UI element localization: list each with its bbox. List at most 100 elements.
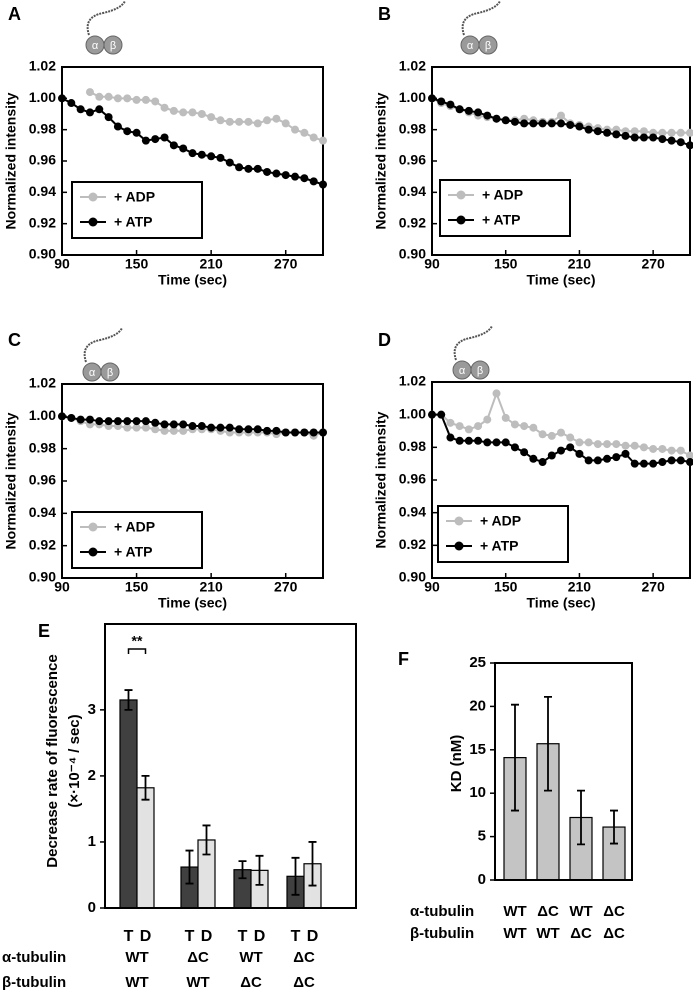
data-point (630, 441, 639, 450)
significance-label: ** (132, 633, 143, 649)
data-point (85, 88, 94, 97)
data-point (309, 133, 318, 142)
data-point (151, 135, 160, 144)
legend-marker (88, 547, 98, 557)
data-point (123, 417, 132, 426)
x-tick-label: 150 (125, 579, 149, 595)
data-point (676, 138, 685, 147)
data-point (160, 103, 169, 112)
data-point (686, 458, 693, 467)
category-label: ΔC (603, 925, 625, 942)
data-point (160, 420, 169, 429)
icon-label: β (107, 367, 113, 379)
data-point (658, 128, 667, 137)
x-tick-label: 150 (494, 579, 518, 595)
data-point (291, 428, 300, 437)
data-point (584, 456, 593, 465)
data-point (639, 443, 648, 452)
data-point (95, 92, 104, 101)
y-tick-label: 0.98 (399, 120, 426, 136)
y-tick-label: 0.96 (399, 152, 426, 168)
data-point (630, 133, 639, 142)
data-point (621, 449, 630, 458)
data-point (225, 423, 234, 432)
legend-marker (88, 522, 98, 532)
data-point (510, 420, 519, 429)
data-point (529, 119, 538, 128)
data-point (85, 108, 94, 117)
panel-letter: D (378, 330, 391, 350)
data-point (169, 426, 178, 435)
data-point (686, 141, 693, 150)
data-point (281, 171, 290, 180)
error-bar (185, 849, 194, 885)
data-point (483, 438, 492, 447)
y-tick-label: 0.90 (29, 246, 56, 262)
y-tick-label: 5 (478, 828, 486, 845)
data-point (272, 114, 281, 123)
data-point (244, 425, 253, 434)
data-point (538, 458, 547, 467)
legend-label: + ADP (114, 189, 155, 205)
category-label: ΔC (187, 949, 209, 966)
data-point (132, 417, 141, 426)
x-tick-label: 270 (641, 579, 665, 595)
y-axis-label: Normalized intensity (373, 411, 389, 548)
data-point (603, 128, 612, 137)
data-point (667, 446, 676, 455)
x-tick-label: 210 (568, 579, 592, 595)
category-label: ΔC (603, 903, 625, 920)
data-point (197, 150, 206, 159)
legend-marker (456, 190, 466, 200)
data-point (566, 443, 575, 452)
data-point (621, 441, 630, 450)
legend-marker (88, 217, 98, 227)
data-point (76, 105, 85, 114)
data-point (612, 130, 621, 139)
data-point (446, 100, 455, 109)
data-point (300, 128, 309, 137)
data-point (492, 114, 501, 123)
data-point (141, 95, 150, 104)
data-point (104, 417, 113, 426)
icon-label: β (477, 365, 483, 377)
data-point (474, 422, 483, 431)
legend-marker (454, 516, 464, 526)
data-point (584, 125, 593, 134)
y-axis-label: Normalized intensity (373, 92, 389, 229)
y-tick-label: 1.00 (399, 405, 426, 421)
error-bar (308, 841, 317, 887)
category-label: WT (239, 949, 262, 966)
series-label: T (238, 928, 248, 945)
data-point (319, 180, 327, 189)
y-tick-label: 0.94 (399, 183, 426, 199)
data-point (603, 440, 612, 449)
legend-marker (454, 541, 464, 551)
data-point (58, 94, 66, 103)
data-point (658, 458, 667, 467)
data-point (455, 422, 464, 431)
data-point (557, 119, 565, 128)
data-point (575, 438, 584, 447)
data-point (649, 444, 658, 453)
y-tick-label: 0.98 (399, 438, 426, 454)
category-label: WT (536, 925, 559, 942)
plot-frame (104, 623, 357, 909)
y-axis-label: KD (nM) (448, 735, 465, 792)
panel-letter: A (8, 4, 21, 24)
icon-tail (83, 327, 123, 363)
data-point (686, 451, 693, 460)
data-point (520, 422, 529, 431)
data-point (188, 108, 197, 117)
data-point (179, 426, 188, 435)
data-point (160, 133, 169, 142)
series-label: T (291, 928, 301, 945)
legend-label: + ADP (114, 519, 155, 535)
y-tick-label: 1.00 (29, 89, 56, 105)
y-tick-label: 1.02 (29, 375, 56, 391)
y-tick-label: 0.98 (29, 439, 56, 455)
data-point (253, 425, 262, 434)
data-point (58, 412, 66, 421)
row-label: β-tubulin (410, 925, 474, 942)
row-label: α-tubulin (2, 949, 66, 966)
